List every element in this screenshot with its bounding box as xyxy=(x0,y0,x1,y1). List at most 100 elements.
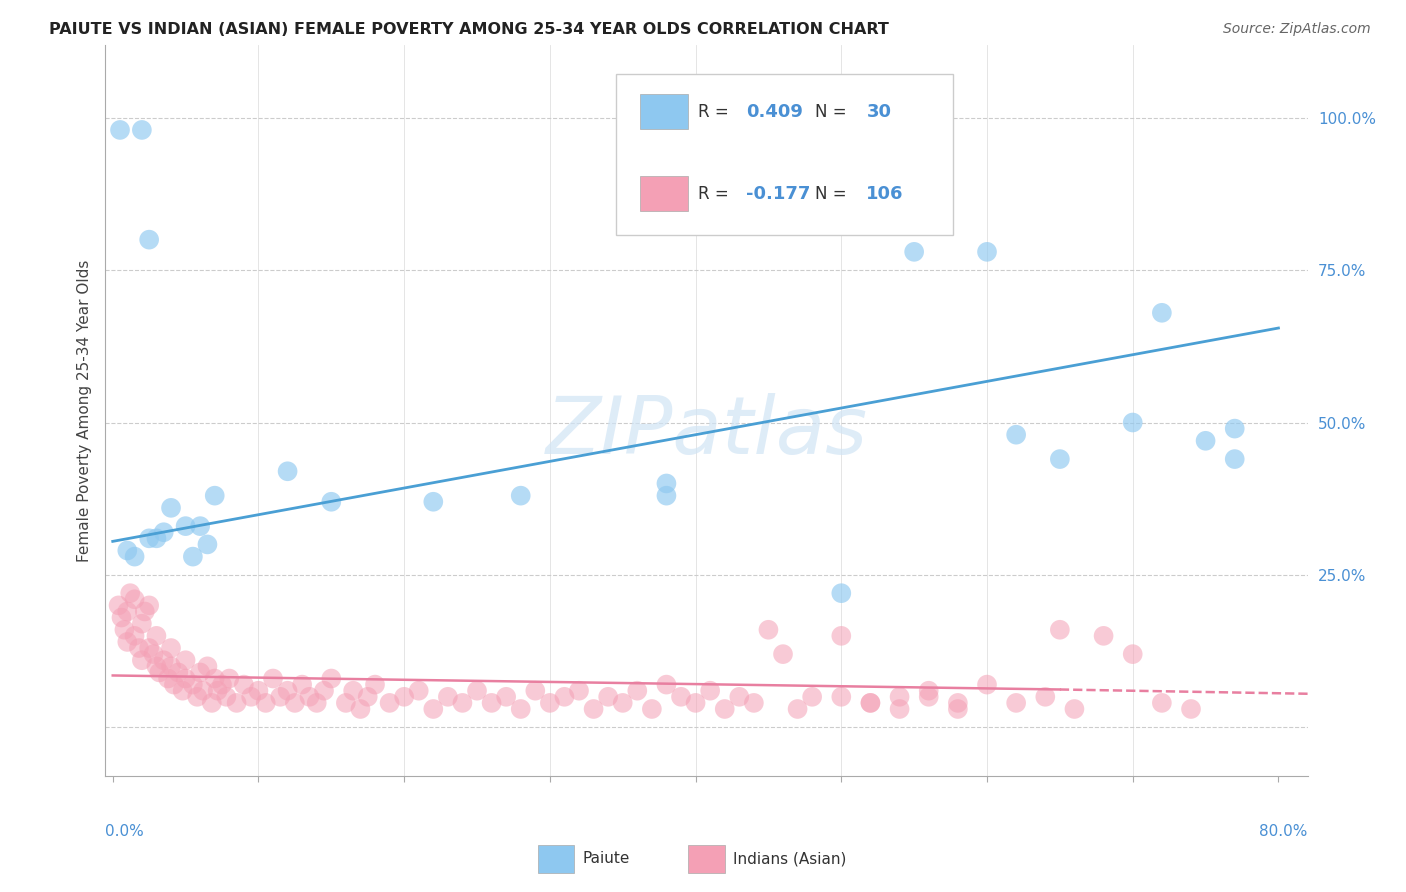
Text: 30: 30 xyxy=(866,103,891,121)
Point xyxy=(197,537,219,551)
Text: R =: R = xyxy=(699,103,734,121)
Point xyxy=(291,678,314,692)
Point xyxy=(509,702,531,716)
Bar xyxy=(538,845,574,872)
Point xyxy=(262,672,284,686)
Point xyxy=(107,599,129,613)
Point xyxy=(218,672,240,686)
Point xyxy=(131,616,153,631)
Point xyxy=(378,696,401,710)
Point xyxy=(117,635,139,649)
Point xyxy=(117,605,139,619)
Point xyxy=(1150,696,1173,710)
Text: -0.177: -0.177 xyxy=(747,185,811,202)
Point xyxy=(349,702,371,716)
Point xyxy=(225,696,247,710)
Point xyxy=(131,653,153,667)
Bar xyxy=(640,94,689,128)
Point xyxy=(1005,696,1028,710)
Point xyxy=(342,683,364,698)
Point xyxy=(145,659,167,673)
Point xyxy=(1049,452,1071,467)
Point xyxy=(124,549,146,564)
Point xyxy=(1223,422,1246,436)
Point xyxy=(830,690,852,704)
Text: 0.0%: 0.0% xyxy=(105,823,145,838)
Point xyxy=(191,683,214,698)
Point xyxy=(181,678,204,692)
Point xyxy=(160,659,183,673)
Point xyxy=(269,690,291,704)
Point xyxy=(321,672,343,686)
Point xyxy=(422,702,444,716)
Point xyxy=(889,690,911,704)
Point xyxy=(859,696,882,710)
Point xyxy=(655,678,678,692)
Point xyxy=(321,494,343,508)
Point xyxy=(148,665,170,680)
Point xyxy=(1033,690,1056,704)
Point xyxy=(655,489,678,503)
Text: ZIPatlas: ZIPatlas xyxy=(546,393,868,471)
Point xyxy=(392,690,415,704)
Text: 0.409: 0.409 xyxy=(747,103,803,121)
Point xyxy=(553,690,575,704)
Point xyxy=(134,605,156,619)
Point xyxy=(145,629,167,643)
Point xyxy=(128,640,150,655)
Point xyxy=(157,672,180,686)
Point xyxy=(138,599,160,613)
Point xyxy=(312,683,335,698)
Y-axis label: Female Poverty Among 25-34 Year Olds: Female Poverty Among 25-34 Year Olds xyxy=(76,260,91,561)
Point xyxy=(152,525,174,540)
Text: R =: R = xyxy=(699,185,734,202)
Point xyxy=(830,629,852,643)
Bar xyxy=(689,845,724,872)
Point xyxy=(108,123,131,137)
Point xyxy=(830,586,852,600)
Point xyxy=(163,678,186,692)
Point xyxy=(786,702,808,716)
Bar xyxy=(640,177,689,211)
Point xyxy=(120,586,142,600)
Point xyxy=(568,683,591,698)
Point xyxy=(509,489,531,503)
Point xyxy=(174,653,197,667)
Point xyxy=(742,696,765,710)
Point xyxy=(364,678,387,692)
Point xyxy=(167,665,190,680)
Point xyxy=(247,683,270,698)
Point xyxy=(117,543,139,558)
Point xyxy=(240,690,263,704)
Point xyxy=(422,494,444,508)
Point xyxy=(142,647,165,661)
Text: 80.0%: 80.0% xyxy=(1260,823,1308,838)
Point xyxy=(437,690,460,704)
Point xyxy=(859,696,882,710)
Point xyxy=(598,690,620,704)
Point xyxy=(495,690,517,704)
Point xyxy=(138,640,160,655)
Point xyxy=(1122,416,1144,430)
Text: N =: N = xyxy=(814,103,852,121)
Point xyxy=(408,683,430,698)
Point xyxy=(138,233,160,247)
Point xyxy=(655,476,678,491)
Point xyxy=(131,123,153,137)
Point xyxy=(1005,427,1028,442)
Point xyxy=(538,696,561,710)
Point xyxy=(524,683,547,698)
Text: PAIUTE VS INDIAN (ASIAN) FEMALE POVERTY AMONG 25-34 YEAR OLDS CORRELATION CHART: PAIUTE VS INDIAN (ASIAN) FEMALE POVERTY … xyxy=(49,22,889,37)
Point xyxy=(160,640,183,655)
Point xyxy=(758,623,780,637)
Point xyxy=(138,532,160,546)
Point xyxy=(204,489,226,503)
FancyBboxPatch shape xyxy=(616,74,953,235)
Point xyxy=(772,647,794,661)
Point xyxy=(298,690,321,704)
Point xyxy=(145,532,167,546)
Point xyxy=(1092,629,1115,643)
Point xyxy=(1063,702,1085,716)
Point xyxy=(188,665,211,680)
Point xyxy=(305,696,328,710)
